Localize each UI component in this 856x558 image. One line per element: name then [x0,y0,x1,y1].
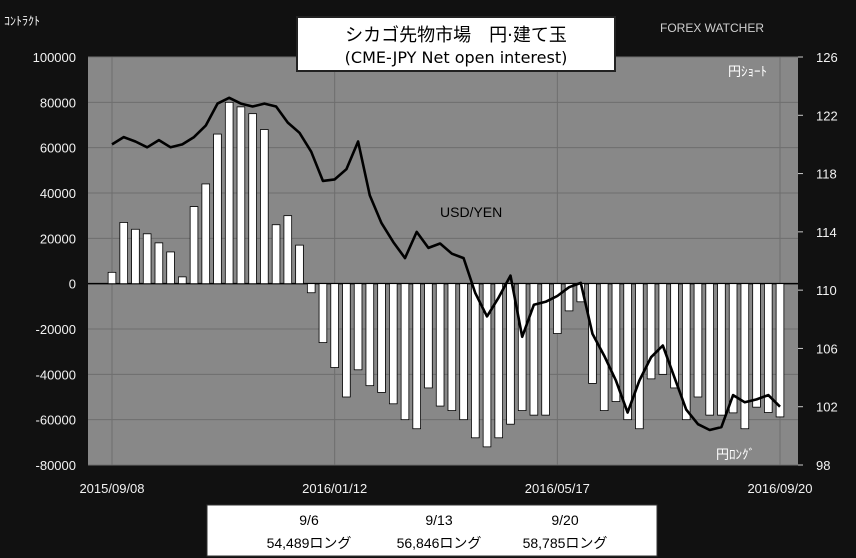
bar [670,283,679,389]
footer-date-2: 9/13 [425,512,452,528]
left-tick-label: 40000 [40,186,76,201]
left-tick-label: 0 [69,277,76,292]
bar [740,283,750,430]
bar [424,283,433,389]
bar [166,251,175,285]
footer-box [206,504,658,557]
bar [178,276,187,285]
bar [728,283,738,414]
left-tick-label: -80000 [36,458,76,473]
left-tick-label: 80000 [40,95,76,110]
right-tick-label: 102 [816,400,838,415]
left-axis-unit: ｺﾝﾄﾗｸﾄ [4,14,40,28]
bar [353,283,363,371]
left-tick-label: 100000 [33,50,76,65]
bar [224,101,234,285]
footer-value-3: 58,785ロング [523,535,608,551]
title-line-2: (CME-JPY Net open interest) [345,48,568,67]
right-axis-ticks: 126 122 118 114 110 106 102 98 [798,50,838,473]
title-line-1: シカゴ先物市場 円·建て玉 [345,25,567,46]
bar [236,106,246,285]
usd-yen-series-label: USD/YEN [440,204,502,220]
bar [764,283,773,413]
bar [553,283,562,334]
title-box [296,16,616,72]
bar [717,283,726,416]
right-tick-label: 110 [816,283,837,298]
bar-series [107,101,785,448]
bar [271,224,281,285]
left-tick-label: -20000 [36,322,76,337]
bar [529,283,539,416]
bar [635,283,644,430]
bar [248,113,257,285]
bar [342,283,351,398]
bar [681,283,691,421]
footer-value-1: 54,489ロング [267,535,352,551]
bar [189,206,199,285]
right-tick-label: 126 [816,50,838,65]
bar [306,283,316,294]
bar [154,242,164,285]
bar [131,228,140,285]
bar [658,283,668,375]
bar [752,283,761,408]
x-tick-label: 2015/09/08 [79,481,144,496]
bar [260,129,269,285]
bar [142,233,152,285]
bar [447,283,457,411]
bar [775,283,785,418]
bar [377,283,386,393]
bar [482,283,492,448]
bar [471,283,480,439]
x-tick-label: 2016/09/20 [747,481,812,496]
bar [494,283,504,439]
x-tick-label: 2016/01/12 [302,481,367,496]
bar [330,283,339,368]
left-tick-label: -40000 [36,367,76,382]
right-tick-label: 122 [816,108,838,123]
bar [283,215,293,285]
bar [506,283,515,425]
bar [107,271,117,285]
usd-yen-line [111,96,781,432]
bar [459,283,468,421]
bar [365,283,375,387]
bar [599,283,609,411]
bar [693,283,703,398]
bar [201,183,211,285]
bar [646,283,656,380]
inset-label-long: 円ﾛﾝｸﾞ [716,448,755,463]
left-tick-label: 20000 [40,231,76,246]
left-tick-label: -60000 [36,413,76,428]
x-axis-ticks: 2015/09/08 2016/01/12 2016/05/17 2016/09/20 [79,481,812,496]
left-axis-ticks: 100000 80000 60000 40000 20000 0 -20000 -40000 -… [33,50,76,473]
bar [564,283,574,312]
bar [623,283,632,421]
bar [295,244,304,285]
footer-date-1: 9/6 [299,512,319,528]
bar [435,283,445,407]
bar [412,283,421,430]
right-tick-label: 118 [816,167,837,182]
brand-label: FOREX WATCHER [660,21,764,35]
left-tick-label: 60000 [40,141,76,156]
footer-value-2: 56,846ロング [397,535,482,551]
bar [119,222,128,285]
bar [400,283,410,421]
bar [213,133,222,285]
bar [705,283,714,416]
right-tick-label: 106 [816,341,838,356]
right-tick-label: 98 [816,458,830,473]
right-tick-label: 114 [816,225,837,240]
bar [611,283,621,402]
x-tick-label: 2016/05/17 [525,481,590,496]
bar [318,283,328,343]
bar [388,283,398,405]
bar [541,283,550,416]
bar [517,283,527,411]
footer-date-3: 9/20 [551,512,578,528]
inset-label-short: 円ｼｮｰﾄ [728,65,767,80]
